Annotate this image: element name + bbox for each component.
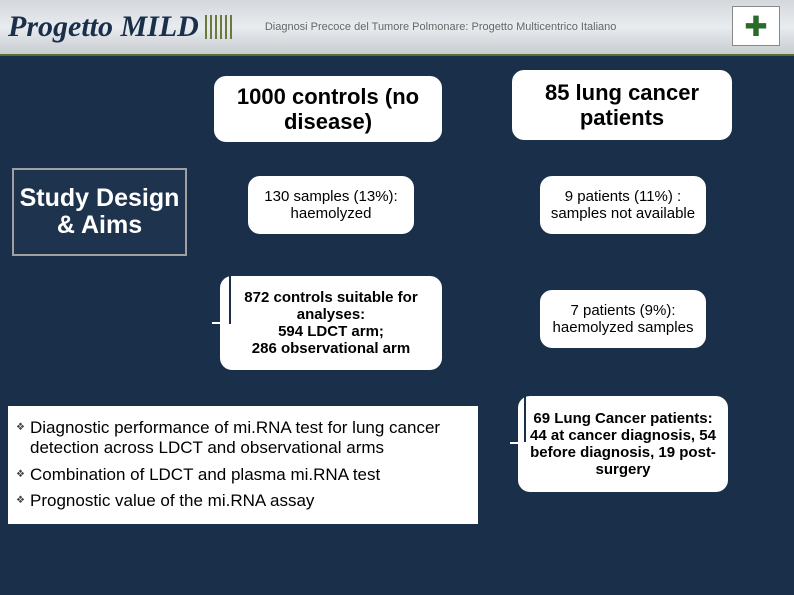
col2-mid-box: 9 patients (11%) : samples not available (538, 174, 708, 236)
col2-mid2-text: 7 patients (9%): haemolyzed samples (546, 302, 700, 337)
connector (524, 318, 538, 320)
col2-bottom-box: 69 Lung Cancer patients: 44 at cancer di… (516, 394, 730, 494)
col2-mid-text: 9 patients (11%) : samples not available (546, 188, 700, 223)
bullet-marker-icon: ❖ (16, 418, 30, 459)
col2-mid2-box: 7 patients (9%): haemolyzed samples (538, 288, 708, 350)
col2-top-text: 85 lung cancer patients (518, 80, 726, 131)
header-bar: Progetto MILD Diagnosi Precoce del Tumor… (0, 0, 794, 56)
logo-bars-icon (205, 15, 235, 39)
col1-mid-box: 130 samples (13%): haemolyzed (246, 174, 416, 236)
connector (510, 442, 524, 444)
col2-top-box: 85 lung cancer patients (510, 68, 734, 142)
col1-bottom-box: 872 controls suitable for analyses: 594 … (218, 274, 444, 372)
content-area: Study Design & Aims 1000 controls (no di… (0, 56, 794, 595)
bullet-text: Diagnostic performance of mi.RNA test fo… (30, 418, 470, 459)
col1-top-box: 1000 controls (no disease) (212, 74, 444, 144)
bullet-text: Combination of LDCT and plasma mi.RNA te… (30, 465, 380, 485)
bullet-marker-icon: ❖ (16, 465, 30, 485)
bullet-item: ❖ Combination of LDCT and plasma mi.RNA … (16, 465, 470, 485)
bullet-text: Prognostic value of the mi.RNA assay (30, 491, 314, 511)
col1-top-text: 1000 controls (no disease) (220, 84, 436, 135)
connector (212, 322, 229, 324)
cross-icon: ✚ (732, 6, 780, 46)
connector (524, 204, 538, 206)
logo-text: Progetto MILD (8, 10, 199, 44)
col1-bottom-text: 872 controls suitable for analyses: 594 … (226, 289, 436, 358)
connector (229, 204, 246, 206)
col1-mid-text: 130 samples (13%): haemolyzed (254, 188, 408, 223)
col2-bottom-text: 69 Lung Cancer patients: 44 at cancer di… (524, 410, 722, 479)
connector (524, 142, 526, 442)
title-box: Study Design & Aims (12, 168, 187, 256)
connector (229, 144, 231, 324)
bullets-panel: ❖ Diagnostic performance of mi.RNA test … (8, 406, 478, 524)
header-subtitle: Diagnosi Precoce del Tumore Polmonare: P… (265, 21, 617, 33)
bullet-item: ❖ Prognostic value of the mi.RNA assay (16, 491, 470, 511)
bullet-item: ❖ Diagnostic performance of mi.RNA test … (16, 418, 470, 459)
bullet-marker-icon: ❖ (16, 491, 30, 511)
